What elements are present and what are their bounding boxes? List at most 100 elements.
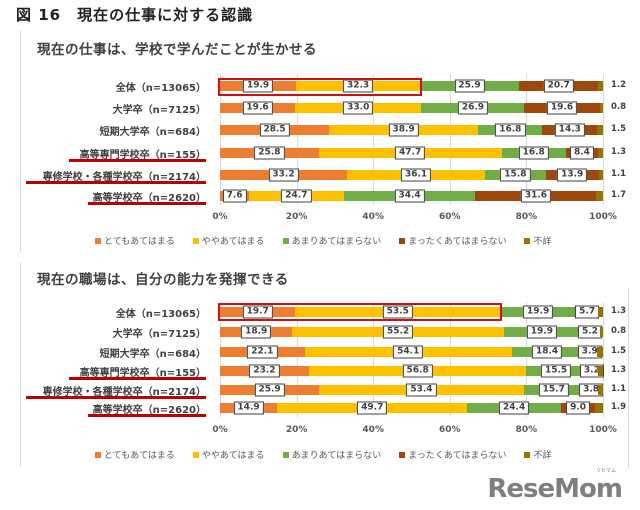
value-label: 9.0	[566, 401, 591, 415]
category-label: 高等専門学校卒（n=155）	[79, 368, 206, 379]
segment-not-really: 16.8	[501, 146, 566, 160]
legend-label: まったくあてはまらない	[408, 451, 507, 461]
x-tick-label: 80%	[515, 212, 538, 222]
gridline	[449, 74, 451, 205]
legend-item: とてもあてはまる	[95, 234, 175, 247]
stacked-bar: 23.2 56.8 15.5 3.2	[220, 364, 604, 378]
legend-item: 不詳	[524, 448, 552, 461]
segment-not-at-all: 31.6	[475, 189, 597, 203]
value-label: 3.2	[579, 364, 604, 378]
highlight-box	[218, 303, 503, 321]
unknown-value-label: 1.9	[611, 402, 627, 412]
legend-label: 不詳	[533, 237, 552, 247]
legend-item: ややあてはまる	[192, 448, 265, 461]
x-tick-label: 40%	[362, 425, 384, 435]
value-label: 28.5	[259, 123, 290, 137]
value-label: 25.9	[454, 79, 485, 93]
figure-title: 図 16 現在の仕事に対する認識	[16, 6, 254, 24]
segment-unknown	[597, 347, 603, 357]
segment-very-true: 19.9	[220, 79, 297, 93]
unknown-value-label: 1.1	[611, 169, 627, 179]
value-label: 56.8	[402, 364, 433, 378]
stacked-bar: 22.1 54.1 18.4 3.9	[220, 345, 603, 359]
value-label: 15.7	[538, 383, 569, 397]
segment-not-at-all: 5.7	[575, 305, 600, 319]
value-label: 13.9	[557, 168, 588, 182]
legend-label: ややあてはまる	[201, 451, 265, 461]
segment-not-really: 24.4	[467, 401, 561, 415]
legend-swatch-icon	[524, 237, 531, 244]
stacked-bar: 19.6 33.0 26.9 19.6	[220, 101, 603, 115]
stacked-bar: 14.9 49.7 24.4 9.0	[220, 401, 603, 415]
panel-right-border	[628, 288, 629, 468]
stacked-bar: 7.6 24.7 34.4 31.6	[220, 189, 603, 203]
segment-unknown	[595, 403, 603, 413]
red-underline	[26, 396, 206, 399]
legend: とてもあてはまる ややあてはまる あまりあてはまらない まったくあてはまらない 不詳	[95, 448, 552, 461]
segment-unknown	[598, 307, 604, 317]
value-label: 14.3	[554, 123, 585, 137]
gridline	[296, 302, 298, 417]
segment-somewhat-true: 54.1	[304, 345, 512, 359]
x-tick-label: 0%	[212, 425, 228, 435]
category-label: 全体（n=13065）	[115, 309, 206, 320]
chart-title: 現在の職場は、自分の能力を発揮できる	[37, 272, 289, 288]
segment-very-true: 23.2	[220, 364, 309, 378]
segment-somewhat-true: 38.9	[329, 123, 479, 137]
legend-swatch-icon	[399, 451, 406, 458]
gridline	[220, 74, 221, 205]
legend-item: まったくあてはまらない	[399, 448, 506, 461]
plot-area: 19.7 53.5 19.9 5.7 18.9 55.2 19.9 5.2 22.1 54.1 18…	[220, 302, 604, 417]
value-label: 54.1	[393, 345, 424, 359]
segment-very-true: 19.7	[220, 305, 296, 319]
stacked-bar: 19.7 53.5 19.9 5.7	[220, 305, 604, 319]
legend-item: あまりあてはまらない	[282, 234, 382, 247]
legend-swatch-icon	[282, 451, 289, 458]
segment-not-at-all: 14.3	[542, 123, 598, 137]
value-label: 24.4	[499, 401, 530, 415]
value-label: 33.0	[343, 101, 374, 115]
segment-somewhat-true: 49.7	[277, 401, 468, 415]
x-tick-label: 80%	[515, 425, 538, 435]
value-label: 19.9	[526, 325, 557, 339]
category-label: 大学卒（n=7125）	[112, 329, 206, 340]
unknown-value-label: 0.8	[611, 326, 627, 336]
legend-swatch-icon	[399, 237, 406, 244]
value-label: 22.1	[247, 345, 278, 359]
unknown-value-label: 1.3	[611, 365, 627, 375]
legend-swatch-icon	[95, 237, 101, 244]
value-label: 25.9	[254, 383, 285, 397]
unknown-value-label: 1.5	[611, 124, 627, 134]
legend-item: ややあてはまる	[192, 234, 265, 247]
stacked-bar: 19.9 32.3 25.9 20.7	[220, 79, 603, 93]
x-tick-label: 60%	[439, 212, 461, 222]
value-label: 8.4	[569, 146, 594, 160]
segment-unknown	[598, 170, 603, 180]
value-label: 36.1	[400, 168, 432, 182]
legend-label: あまりあてはまらない	[291, 237, 382, 247]
segment-not-at-all: 5.2	[577, 325, 602, 339]
segment-unknown	[598, 81, 603, 91]
segment-unknown	[596, 191, 603, 201]
segment-somewhat-true: 36.1	[347, 168, 486, 182]
value-label: 25.8	[254, 146, 285, 160]
legend-label: とてもあてはまる	[104, 237, 175, 247]
segment-somewhat-true: 24.7	[249, 189, 344, 203]
category-label: 全体（n=13065）	[115, 83, 206, 94]
unknown-value-label: 1.2	[611, 80, 627, 90]
segment-very-true: 19.6	[220, 101, 296, 115]
segment-not-at-all: 20.7	[519, 79, 599, 93]
unknown-value-label: 1.5	[611, 346, 627, 356]
value-label: 19.7	[242, 305, 273, 319]
legend-label: ややあてはまる	[201, 237, 265, 247]
category-label: 高等学校卒（n=2620）	[92, 193, 206, 204]
value-label: 38.9	[388, 123, 419, 137]
segment-not-at-all: 8.4	[565, 146, 599, 160]
legend-label: 不詳	[533, 451, 552, 461]
chart-panel-ability-demonstrated: 現在の職場は、自分の能力を発揮できる	[20, 262, 621, 467]
highlight-box	[218, 78, 422, 96]
value-label: 18.4	[531, 345, 563, 359]
segment-unknown	[599, 327, 603, 337]
segment-not-really: 16.8	[478, 123, 543, 137]
segment-very-true: 25.8	[220, 146, 319, 160]
